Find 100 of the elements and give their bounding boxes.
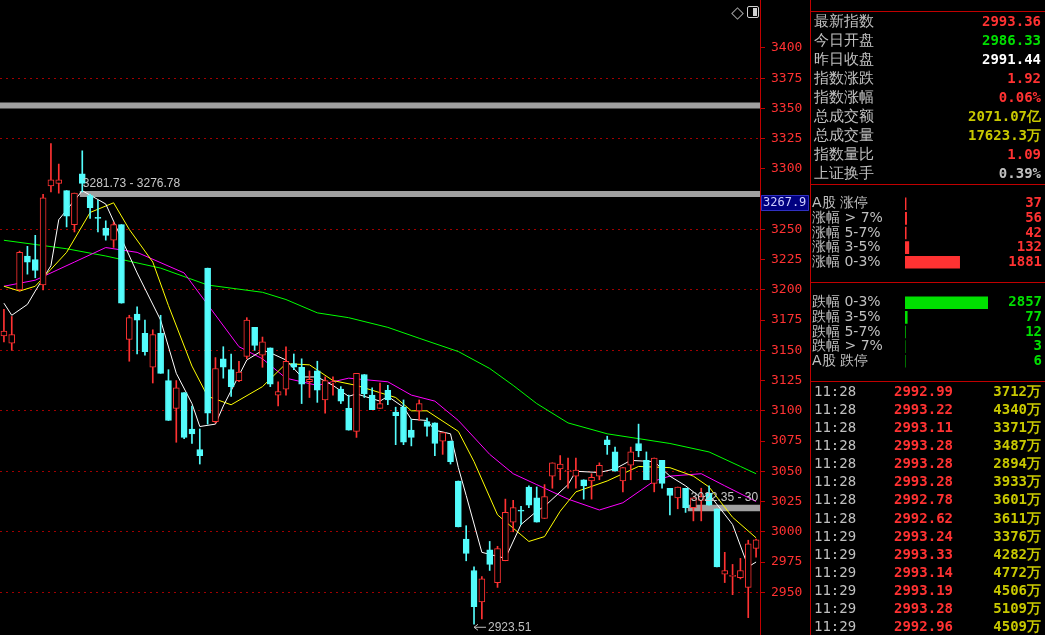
category-label: 最新指数	[814, 12, 874, 31]
text: 1.92	[1007, 70, 1041, 86]
text: 11:28	[814, 490, 857, 509]
text: 11:29	[814, 544, 857, 563]
bar	[905, 296, 988, 310]
data-label: 37	[1025, 194, 1042, 211]
candlestick	[55, 163, 63, 194]
y-tick-label: 3175	[771, 311, 803, 327]
text: 2993.11	[894, 418, 954, 437]
candlestick	[517, 506, 525, 525]
y-tick-label: 2950	[771, 583, 803, 599]
y-tick-label: 3225	[771, 251, 803, 267]
category-label: 总成交量	[814, 126, 874, 145]
text: 2993.33	[894, 544, 954, 563]
category-label: 总成交额	[814, 107, 874, 126]
y-tick-label: 2975	[771, 553, 803, 569]
text: 2993.28	[894, 598, 954, 617]
category-label: 昨日收盘	[814, 50, 874, 69]
text: 11:28	[814, 418, 857, 437]
data-label: 56	[1025, 209, 1042, 225]
text: 4282万	[993, 544, 1041, 563]
text: 0.06%	[998, 89, 1041, 105]
y-tick-label: 3025	[771, 492, 803, 508]
text: 11:29	[814, 580, 857, 599]
candlestick	[603, 435, 611, 455]
y-tick-label: 3200	[771, 281, 803, 297]
y-tick-label: 3375	[771, 69, 803, 85]
y-tick-label: A股 涨停	[812, 194, 869, 211]
y-tick-label: 跌幅 5-7%	[812, 322, 881, 339]
data-label: 12	[1025, 322, 1042, 339]
text: 11:29	[814, 616, 857, 635]
category-label: 指数涨幅	[814, 88, 874, 107]
text: 11:28	[814, 400, 857, 419]
y-tick-label: 3100	[771, 402, 803, 418]
text: 3933万	[993, 472, 1041, 491]
text: 2991.44	[981, 51, 1041, 67]
candlestick	[196, 428, 204, 465]
data-label: 2857	[1008, 293, 1042, 310]
text: 4506万	[993, 580, 1041, 599]
data-label: 77	[1025, 308, 1042, 324]
text: 3376万	[993, 526, 1041, 545]
text: 11:28	[814, 382, 857, 401]
y-tick-label: 跌幅 0-3%	[812, 293, 881, 310]
text: 1.09	[1007, 146, 1041, 162]
text: 2993.36	[981, 13, 1041, 29]
data-label: 1881	[1008, 252, 1042, 269]
y-tick-label: 跌幅 > 7%	[812, 337, 883, 354]
text: 2993.14	[894, 562, 954, 581]
y-tick-label: 跌幅 3-5%	[812, 308, 881, 324]
candlestick	[329, 376, 337, 396]
text: 3601万	[993, 490, 1041, 509]
y-tick-label: 3000	[771, 523, 803, 539]
candlestick	[392, 406, 399, 446]
candlestick	[47, 143, 55, 193]
candlestick	[556, 455, 564, 481]
text: 17623.3万	[967, 127, 1041, 143]
y-tick-label: A股 跌停	[812, 351, 869, 368]
text: 4772万	[993, 562, 1041, 581]
annotation: 2923.51	[488, 619, 532, 634]
text: 2993.24	[894, 526, 954, 545]
text: 3487万	[993, 436, 1041, 455]
text: 2992.78	[894, 490, 954, 509]
text: 11:28	[814, 508, 857, 527]
category-label: 今日开盘	[814, 31, 874, 50]
y-tick-label: 3250	[771, 220, 803, 236]
text: 0.39%	[998, 165, 1041, 181]
text: 4340万	[993, 400, 1041, 419]
category-label: 指数量比	[814, 145, 874, 164]
text: 11:29	[814, 598, 857, 617]
text: 2992.99	[894, 382, 954, 401]
bar	[905, 311, 908, 324]
text: 2993.28	[894, 454, 954, 473]
text: 2993.28	[894, 436, 954, 455]
text: 3267.9	[763, 195, 807, 210]
data-label: 3	[1033, 337, 1042, 354]
y-tick-label: 涨幅 5-7%	[812, 223, 881, 240]
text: 2071.07亿	[967, 108, 1041, 124]
text: 3712万	[993, 382, 1041, 401]
category-label: 指数涨跌	[814, 69, 874, 88]
text: 4509万	[993, 616, 1041, 635]
y-tick-label: 涨幅 0-3%	[812, 252, 881, 269]
y-tick-label: 3300	[771, 160, 803, 176]
text: 5109万	[993, 598, 1041, 617]
data-label: 132	[1016, 238, 1042, 255]
text: 11:28	[814, 454, 857, 473]
text: 2993.28	[894, 472, 954, 491]
y-tick-label: 3400	[771, 39, 803, 55]
y-tick-label: 3075	[771, 432, 803, 448]
candlestick	[564, 457, 572, 489]
candlestick	[376, 382, 384, 409]
text: 3611万	[993, 508, 1041, 527]
y-tick-label: 3350	[771, 99, 803, 115]
text: 11:28	[814, 436, 857, 455]
text: 2986.33	[981, 32, 1041, 48]
text: 3371万	[993, 418, 1041, 437]
data-label: 42	[1025, 223, 1042, 240]
category-label: 上证换手	[814, 164, 874, 183]
candlestick	[721, 552, 729, 583]
y-tick-label: 3125	[771, 371, 803, 387]
text: 2992.96	[894, 616, 954, 635]
